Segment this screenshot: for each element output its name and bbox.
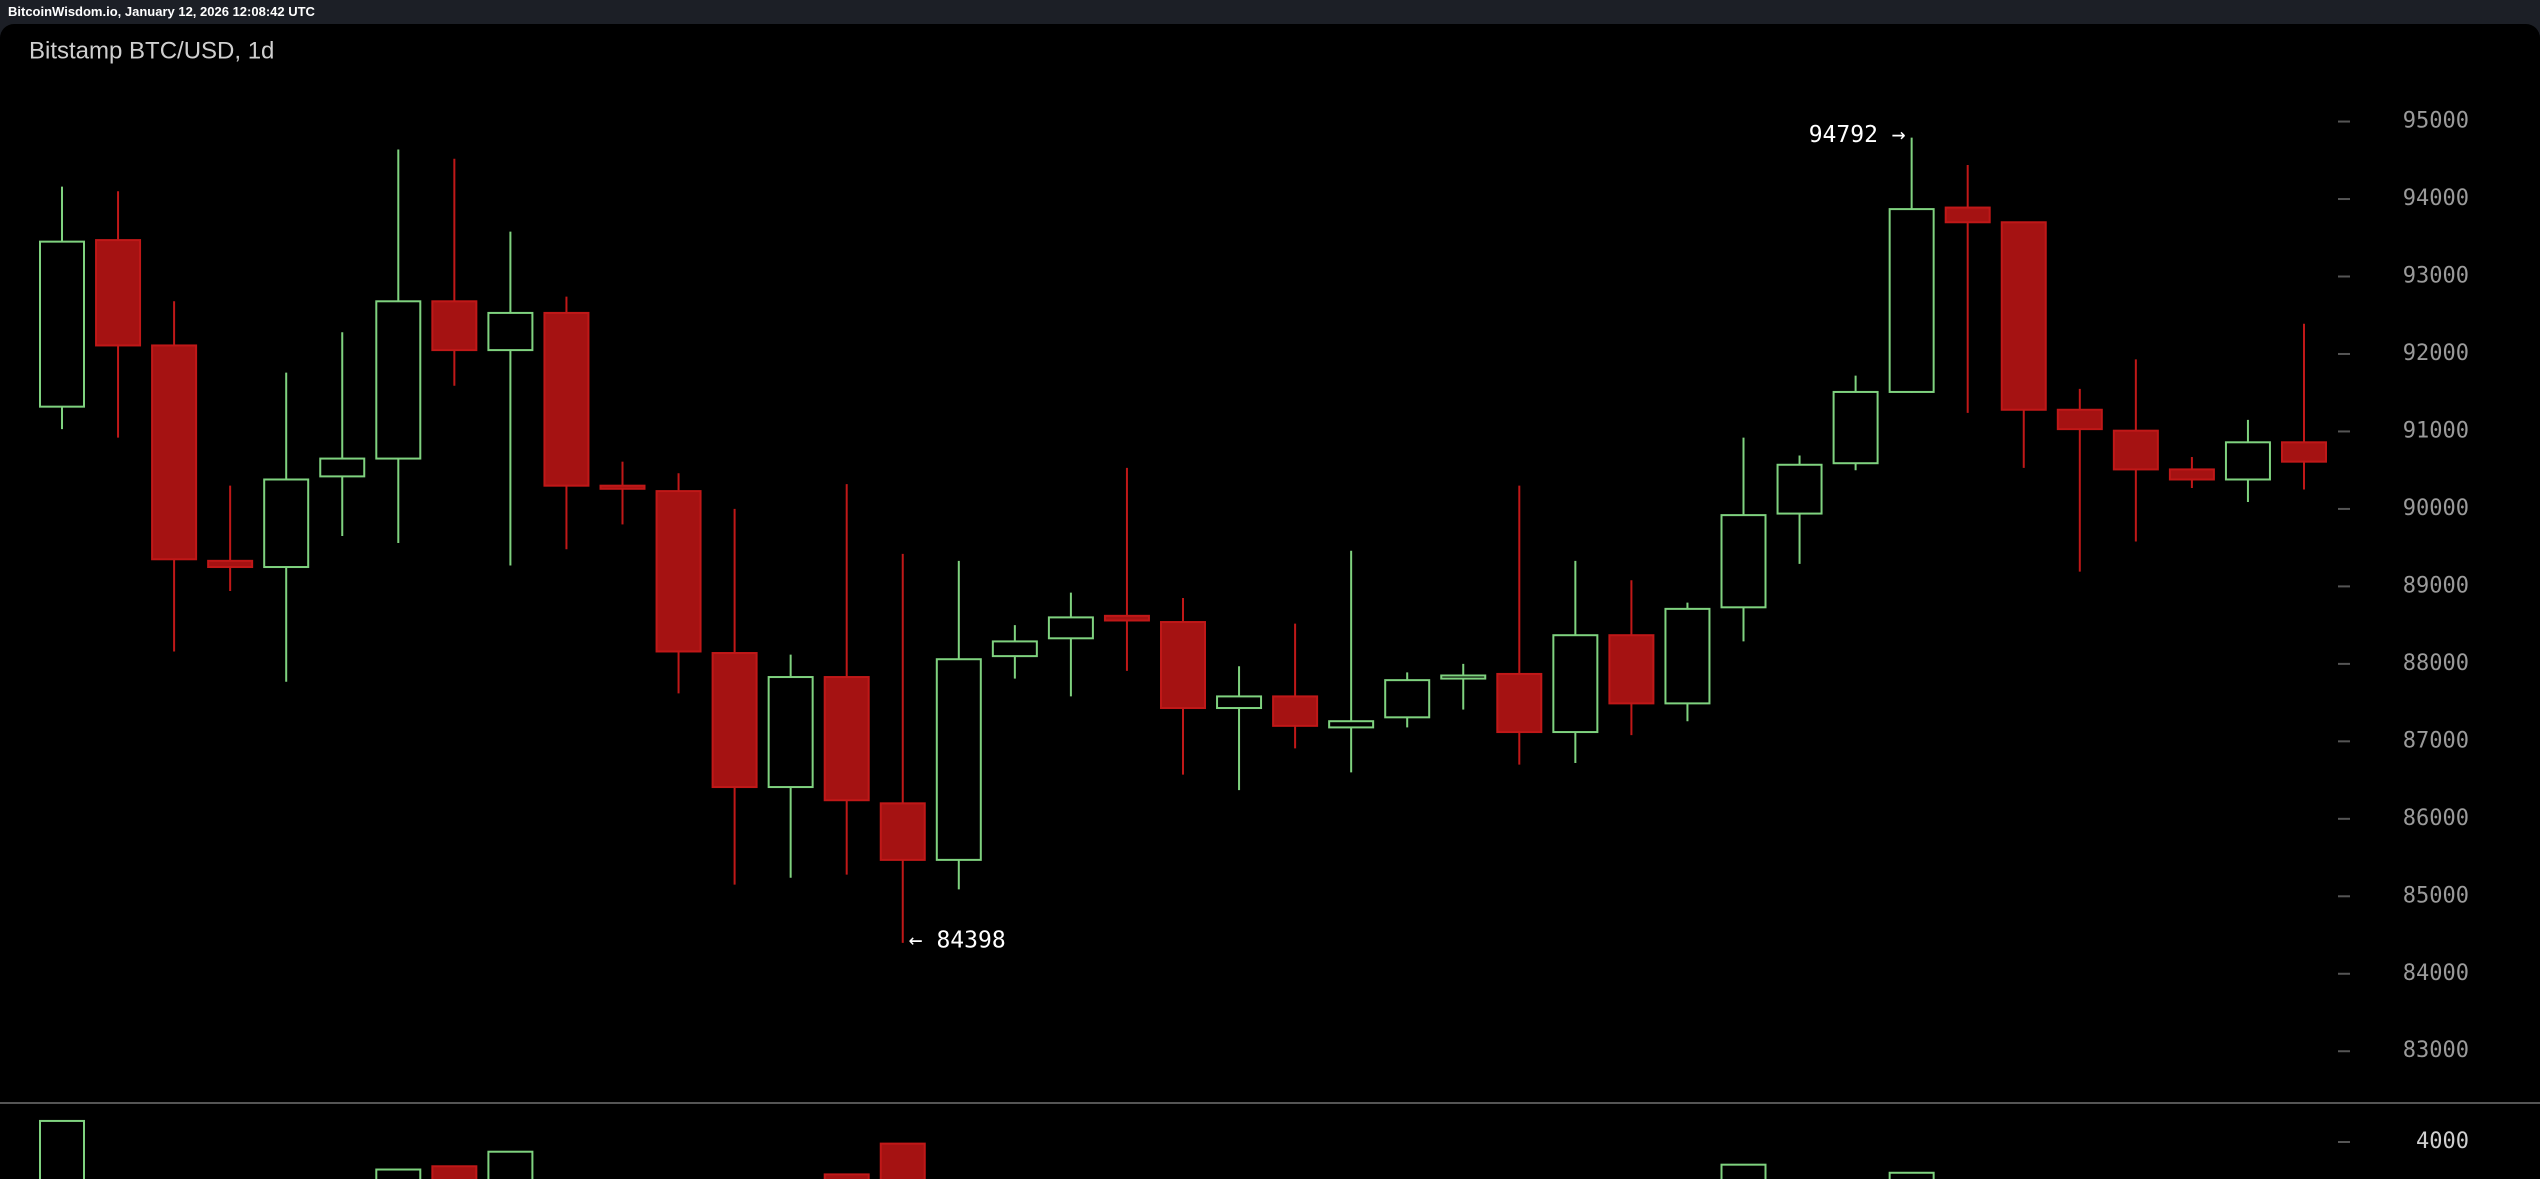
header: BitcoinWisdom.io, January 12, 2026 12:08…	[8, 4, 315, 19]
candle-body	[151, 344, 198, 561]
volume-bar	[1720, 1163, 1767, 1179]
candle-body	[431, 300, 478, 352]
candle-body	[1328, 720, 1375, 729]
candle-body	[1832, 390, 1879, 465]
candle-body	[1216, 695, 1263, 710]
candle-body	[1664, 607, 1711, 705]
y-tick-label: 93000	[2403, 264, 2469, 289]
candle-body	[263, 478, 310, 569]
candle-body	[1047, 616, 1094, 640]
candle-body	[823, 676, 870, 802]
candle-body	[207, 559, 254, 569]
y-tick-label: 83000	[2403, 1038, 2469, 1063]
y-tick-label: 86000	[2403, 806, 2469, 831]
volume-bar	[823, 1173, 870, 1179]
candle-body	[1160, 621, 1206, 710]
candle-body	[1384, 679, 1431, 719]
annotation: 94792 →	[1809, 122, 1906, 148]
candle-body	[767, 676, 814, 789]
candle-body	[487, 311, 534, 352]
y-tick-label: 91000	[2403, 418, 2469, 443]
y-tick-label: 84000	[2403, 961, 2469, 986]
y-tick-label: 4000	[2416, 1129, 2469, 1154]
candle-body	[1608, 634, 1655, 705]
candle-body	[2112, 429, 2159, 471]
volume-bar	[1888, 1171, 1935, 1179]
volume-bar	[879, 1142, 926, 1179]
y-tick-label: 92000	[2403, 341, 2469, 366]
y-tick-label: 89000	[2403, 573, 2469, 598]
candle-body	[2168, 468, 2215, 481]
candle-body	[1888, 208, 1935, 393]
candle-body	[2056, 408, 2103, 431]
candle-body	[879, 802, 926, 861]
candle-body	[1776, 463, 1823, 515]
candle-body	[1552, 634, 1599, 734]
candle-body	[599, 484, 646, 490]
candle-body	[375, 300, 422, 460]
candle-body	[319, 457, 366, 478]
volume-bar	[431, 1165, 478, 1179]
candle-body	[39, 240, 85, 408]
y-tick-label: 90000	[2403, 496, 2469, 521]
y-tick-label: 94000	[2403, 186, 2469, 211]
y-tick-label: 87000	[2403, 728, 2469, 753]
chart-panel	[0, 24, 2540, 1179]
candle-body	[1440, 674, 1487, 680]
candle-body	[655, 490, 702, 653]
candle-body	[711, 652, 758, 789]
candle-body	[935, 658, 982, 861]
candle-body	[1720, 514, 1767, 609]
volume-bar	[487, 1150, 534, 1179]
candle-body	[543, 311, 590, 487]
chart-title: Bitstamp BTC/USD, 1d	[29, 37, 274, 64]
candle-body	[1272, 695, 1319, 727]
candle-body	[1496, 672, 1543, 734]
y-tick-label: 88000	[2403, 651, 2469, 676]
candle-body	[1944, 206, 1991, 224]
candle-body	[95, 239, 142, 347]
y-tick-label: 95000	[2403, 109, 2469, 134]
candle-body	[2281, 441, 2327, 463]
candle-body	[2000, 221, 2047, 411]
y-tick-label: 85000	[2403, 883, 2469, 908]
candle-body	[991, 640, 1038, 658]
candle-body	[1103, 614, 1150, 622]
annotation: ← 84398	[909, 927, 1006, 953]
candle-body	[2224, 441, 2271, 481]
volume-bar	[375, 1168, 422, 1179]
volume-bar	[39, 1119, 85, 1179]
